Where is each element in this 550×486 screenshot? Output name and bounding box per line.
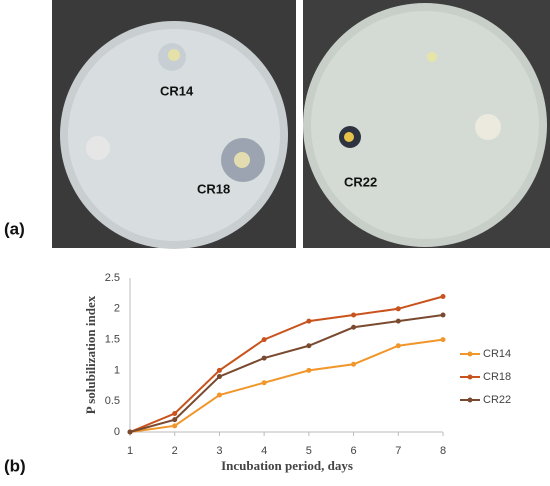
- photo-label: CR18: [197, 181, 230, 196]
- colony: [475, 114, 501, 140]
- series-line: [129, 313, 444, 433]
- legend-marker: [467, 351, 473, 357]
- colony: [86, 136, 110, 160]
- legend-marker: [467, 397, 473, 403]
- series-line: [129, 295, 444, 433]
- data-point: [351, 324, 357, 330]
- x-tick-label: 5: [306, 445, 312, 457]
- photo-label: CR14: [160, 83, 194, 98]
- data-point: [395, 343, 401, 349]
- data-point: [261, 380, 267, 386]
- data-point: [351, 361, 357, 367]
- data-point: [306, 367, 312, 373]
- legend-label: CR14: [483, 348, 511, 360]
- data-point: [440, 312, 446, 318]
- data-point: [261, 355, 267, 361]
- x-tick-label: 6: [351, 445, 357, 457]
- x-tick-label: 8: [440, 445, 446, 457]
- data-point: [261, 337, 267, 343]
- data-point: [172, 411, 178, 417]
- data-point: [351, 312, 357, 318]
- data-point: [127, 429, 133, 435]
- x-tick-label: 1: [127, 445, 133, 457]
- x-tick-label: 7: [395, 445, 401, 457]
- y-tick-label: 1.5: [105, 334, 120, 346]
- y-tick-label: 0.5: [105, 395, 120, 407]
- photo-label: CR22: [344, 174, 377, 189]
- petri-agar: [311, 11, 539, 239]
- colony: [427, 52, 437, 62]
- data-point: [172, 417, 178, 423]
- y-tick-label: 1: [114, 364, 120, 376]
- colony: [168, 49, 180, 61]
- x-tick-label: 2: [172, 445, 178, 457]
- data-point: [395, 318, 401, 324]
- x-tick-label: 3: [216, 445, 222, 457]
- data-point: [216, 392, 222, 398]
- panel-label: (b): [4, 456, 26, 475]
- data-point: [216, 374, 222, 380]
- panel-label: (a): [4, 219, 25, 238]
- y-tick-label: 2.5: [105, 272, 120, 284]
- data-point: [440, 337, 446, 343]
- colony: [344, 132, 354, 142]
- y-tick-label: 0: [114, 426, 120, 438]
- legend-marker: [467, 374, 473, 380]
- colony: [234, 152, 250, 168]
- data-point: [306, 318, 312, 324]
- x-tick-label: 4: [261, 445, 267, 457]
- series-line: [129, 338, 444, 433]
- x-axis-label: Incubation period, days: [221, 458, 353, 473]
- legend-label: CR18: [483, 371, 511, 383]
- data-point: [216, 367, 222, 373]
- data-point: [395, 306, 401, 312]
- y-axis-label: P solubilization index: [83, 295, 98, 414]
- data-point: [306, 343, 312, 349]
- petri-agar: [68, 29, 280, 241]
- data-point: [440, 293, 446, 299]
- legend-label: CR22: [483, 394, 511, 406]
- y-tick-label: 2: [114, 303, 120, 315]
- data-point: [172, 423, 178, 429]
